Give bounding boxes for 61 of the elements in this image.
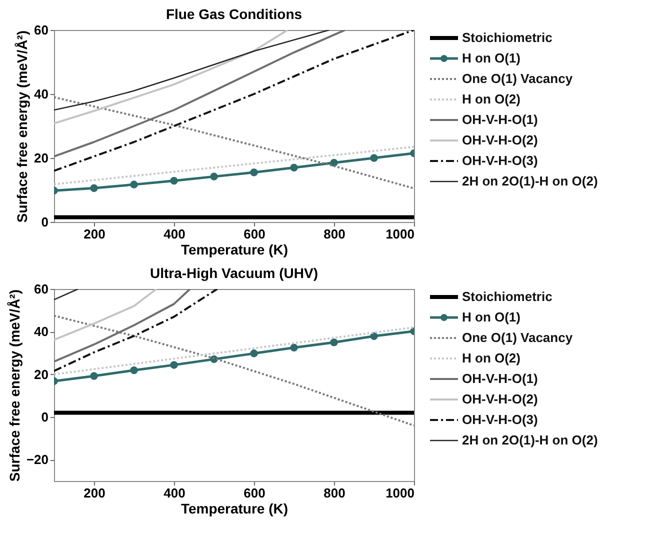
legend-label: H on O(2) <box>462 350 520 366</box>
x-tick-label: 400 <box>164 226 186 242</box>
y-tick-label: 40 <box>34 324 48 340</box>
x-tick-label: 1000 <box>386 226 414 242</box>
legend-label: OH-V-H-O(2) <box>462 392 538 406</box>
point <box>370 154 378 162</box>
line-series <box>54 30 330 111</box>
legend-label: OH-V-H-O(1) <box>462 112 538 127</box>
x-tick-label: 800 <box>324 486 346 500</box>
line-series <box>54 30 414 172</box>
x-tick-label: 1000 <box>386 486 414 500</box>
point <box>210 172 218 180</box>
point <box>330 338 338 346</box>
y-tick-label: 0 <box>41 214 48 230</box>
y-tick-label: 0 <box>41 410 48 424</box>
point <box>370 332 378 340</box>
legend-label: H on O(2) <box>462 92 520 106</box>
x-tick-label: 200 <box>84 486 106 500</box>
point <box>170 176 178 185</box>
legend-label: Stoichiometric <box>462 30 552 45</box>
point <box>90 184 98 192</box>
point <box>170 361 178 369</box>
y-axis-title: Surface free energy (meV/Å²) <box>6 289 22 482</box>
point <box>330 158 338 167</box>
line-series <box>54 289 218 372</box>
point <box>130 180 138 188</box>
legend-label: One O(1) Vacancy <box>462 330 574 345</box>
point <box>90 372 98 380</box>
legend-label: OH-V-H-O(2) <box>462 132 538 148</box>
y-tick-label: 60 <box>34 22 48 38</box>
x-tick-label: 600 <box>244 486 266 500</box>
point <box>130 366 138 374</box>
x-tick-label: 400 <box>164 486 186 500</box>
x-tick-label: 600 <box>244 226 266 242</box>
point <box>290 164 298 172</box>
x-tick-label: 200 <box>84 226 106 242</box>
x-axis-title: Temperature (K) <box>180 242 288 258</box>
legend-label: One O(1) Vacancy <box>462 71 574 86</box>
y-tick-label: 40 <box>34 86 48 102</box>
y-tick-label: 20 <box>34 150 48 166</box>
legend-label: Stoichiometric <box>462 289 552 304</box>
legend-label: 2H on 2O(1)-H on O(2) <box>462 432 598 448</box>
x-axis-title: Temperature (K) <box>180 500 288 516</box>
line-series <box>54 30 289 124</box>
y-tick-label: 20 <box>34 366 48 382</box>
line-series <box>54 289 158 341</box>
y-axis-title: Surface free energy (meV/Å²) <box>14 30 30 223</box>
legend-label: OH-V-H-O(3) <box>462 412 538 427</box>
point <box>250 350 258 358</box>
x-tick-label: 800 <box>324 226 346 242</box>
legend-label: OH-V-H-O(3) <box>462 153 538 168</box>
point <box>290 344 298 352</box>
legend-label: OH-V-H-O(1) <box>462 371 538 386</box>
legend-label: H on O(1) <box>462 310 520 324</box>
legend-label: H on O(1) <box>462 50 520 66</box>
point <box>250 168 258 176</box>
chart-title: Ultra-High Vacuum (UHV) <box>150 265 318 281</box>
chart-title: Flue Gas Conditions <box>166 6 302 22</box>
y-tick-label: 60 <box>34 282 48 296</box>
legend-label: 2H on 2O(1)-H on O(2) <box>462 174 598 188</box>
y-tick-label: −20 <box>26 452 48 468</box>
